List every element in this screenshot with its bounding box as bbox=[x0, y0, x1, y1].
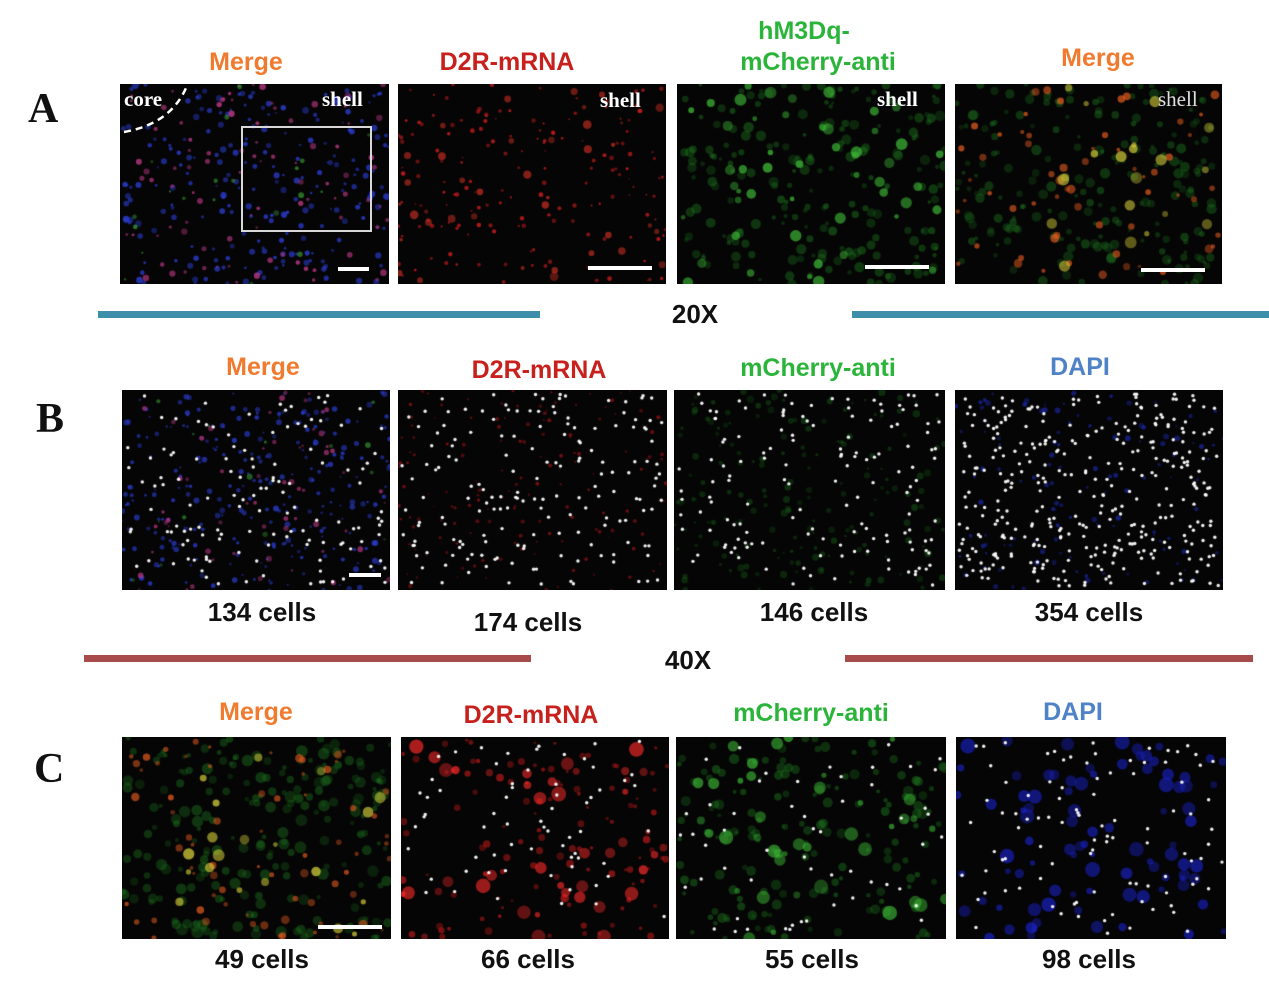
row-a-title-hm3dq: hM3Dq- bbox=[758, 17, 850, 45]
row-b-title-merge: Merge bbox=[226, 353, 300, 381]
scale-bar bbox=[318, 925, 382, 929]
row-c-d2r-panel bbox=[401, 737, 669, 939]
row-b-dapi-micrograph bbox=[955, 390, 1223, 590]
row-c-mcherry-micrograph bbox=[676, 737, 946, 939]
row-b-count-mcherry: 146 cells bbox=[759, 597, 869, 627]
row-b-title-dapi: DAPI bbox=[1050, 353, 1110, 381]
row-c-count-mcherry: 55 cells bbox=[765, 944, 859, 974]
divider-40x-left bbox=[84, 655, 531, 662]
row-c-dapi-panel bbox=[956, 737, 1226, 939]
row-a-title-mcherry-anti: mCherry-anti bbox=[740, 48, 896, 76]
row-a-mcherry-panel: shell bbox=[677, 84, 945, 284]
row-label-c: C bbox=[34, 746, 65, 792]
shell-label: shell bbox=[877, 87, 918, 111]
divider-20x-right bbox=[852, 311, 1269, 318]
row-a-title-merge-inset: Merge bbox=[1061, 44, 1135, 72]
magnification-40x: 40X bbox=[664, 645, 712, 675]
core-label: core bbox=[124, 87, 163, 111]
row-c-count-dapi: 98 cells bbox=[1042, 944, 1136, 974]
core-boundary-dashed-line bbox=[123, 87, 188, 134]
row-a-d2r-micrograph bbox=[398, 84, 666, 284]
scale-bar bbox=[338, 267, 369, 271]
row-b-d2r-panel bbox=[398, 390, 667, 590]
row-b-d2r-micrograph bbox=[398, 390, 667, 590]
row-a-title-merge: Merge bbox=[209, 48, 283, 76]
row-b-count-d2r: 174 cells bbox=[473, 607, 583, 637]
row-b-title-mcherry-anti: mCherry-anti bbox=[740, 354, 896, 382]
row-a-merge-micrograph bbox=[120, 84, 389, 284]
row-b-merge-panel bbox=[122, 390, 390, 590]
row-a-mcherry-micrograph bbox=[677, 84, 945, 284]
row-b-dapi-panel bbox=[955, 390, 1223, 590]
row-c-merge-micrograph bbox=[122, 737, 391, 939]
row-b-merge-micrograph bbox=[122, 390, 390, 590]
row-a-merge-inset-micrograph bbox=[955, 84, 1222, 284]
row-label-a: A bbox=[28, 86, 59, 132]
shell-label: shell bbox=[1158, 87, 1198, 111]
row-a-merge-inset-panel: shell bbox=[955, 84, 1222, 284]
row-c-merge-panel bbox=[122, 737, 391, 939]
row-a-title-d2r-mrna: D2R-mRNA bbox=[439, 48, 575, 76]
row-c-title-d2r-mrna: D2R-mRNA bbox=[463, 701, 599, 729]
divider-20x-left bbox=[98, 311, 540, 318]
row-b-mcherry-panel bbox=[674, 390, 945, 590]
row-label-b: B bbox=[36, 396, 65, 442]
row-b-count-merge: 134 cells bbox=[207, 597, 317, 627]
row-b-mcherry-micrograph bbox=[674, 390, 945, 590]
scale-bar bbox=[588, 266, 652, 270]
shell-label: shell bbox=[600, 88, 641, 112]
scale-bar bbox=[349, 573, 381, 577]
row-a-merge-panel: core shell bbox=[120, 84, 389, 284]
row-a-d2r-panel: shell bbox=[398, 84, 666, 284]
row-c-d2r-micrograph bbox=[401, 737, 669, 939]
row-c-title-dapi: DAPI bbox=[1043, 698, 1103, 726]
row-c-title-merge: Merge bbox=[219, 698, 293, 726]
row-b-count-dapi: 354 cells bbox=[1034, 597, 1144, 627]
scale-bar bbox=[1141, 268, 1205, 272]
row-b-title-d2r-mrna: D2R-mRNA bbox=[471, 356, 607, 384]
divider-40x-right bbox=[845, 655, 1253, 662]
shell-label: shell bbox=[322, 87, 363, 111]
inset-region-box bbox=[241, 126, 372, 232]
scale-bar bbox=[865, 265, 929, 269]
row-c-title-mcherry-anti: mCherry-anti bbox=[733, 699, 889, 727]
row-c-dapi-micrograph bbox=[956, 737, 1226, 939]
row-c-count-merge: 49 cells bbox=[215, 944, 309, 974]
row-c-count-d2r: 66 cells bbox=[481, 944, 575, 974]
row-c-mcherry-panel bbox=[676, 737, 946, 939]
magnification-20x: 20X bbox=[671, 299, 719, 329]
